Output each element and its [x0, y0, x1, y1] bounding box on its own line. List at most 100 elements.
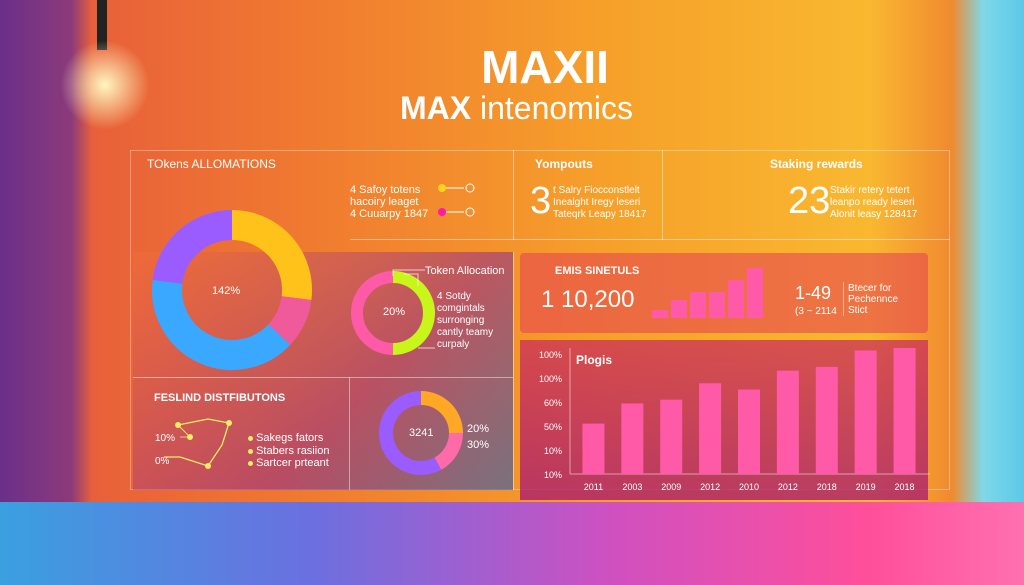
allocation-line: curpaly: [437, 339, 470, 350]
divider: [843, 282, 844, 316]
lamp: [97, 0, 107, 50]
divider: [513, 150, 514, 240]
page-title: MAXII: [481, 41, 609, 93]
plogis-bar-chart: Plogis 10% 10% 50% 60% 100% 100% 2011 2003 2009 20…: [539, 348, 930, 492]
bar: [660, 399, 683, 474]
yompouts-line: Tateqrk Leapy 18417: [553, 209, 647, 220]
distribution-legend-item: Stabers rasiion: [248, 445, 329, 458]
mini-bar: [652, 310, 668, 318]
distribution-legend-item: Sartcer prteant: [248, 457, 329, 470]
distribution-donut-center: 3241: [409, 427, 434, 439]
mini-bar: [671, 300, 687, 318]
x-tick-label: 2012: [700, 482, 720, 492]
mini-bar: [690, 292, 706, 318]
bar: [699, 383, 722, 474]
divider: [350, 239, 950, 240]
mini-bar: [709, 292, 725, 318]
allocation-line: comgintals: [437, 303, 485, 314]
distribution-donut-label: 30%: [467, 439, 490, 451]
allocation-line: cantly teamy: [437, 327, 494, 338]
mini-bar: [728, 280, 744, 318]
allocation-donut-chart: [351, 271, 435, 355]
x-tick-label: 2010: [739, 482, 759, 492]
yompouts-line: t Salry Fiocconstlelt: [553, 185, 640, 196]
emis-side: Pechennce: [848, 294, 899, 305]
bar: [582, 423, 605, 474]
x-tick-label: 2011: [584, 482, 603, 492]
allocation-line: surronging: [437, 315, 485, 326]
distribution-line-chart: [164, 418, 232, 469]
allocation-line: 4 Sotdy: [437, 291, 471, 302]
light-glow: [60, 40, 150, 130]
floor: [0, 502, 1024, 585]
y-tick-label: 50%: [544, 422, 562, 432]
y-tick-label: 60%: [544, 398, 562, 408]
x-tick-label: 2018: [895, 482, 915, 492]
page-subtitle: MAX intenomics: [400, 90, 633, 127]
distribution-donut-chart: [379, 391, 463, 475]
donut-segment: [351, 271, 394, 355]
staking-line: Alonit leasy 128417: [830, 209, 918, 220]
subtitle-rest: intenomics: [480, 90, 633, 126]
staking-line: Stakir retery tetert: [830, 185, 910, 196]
donut-segment: [420, 391, 463, 434]
bar: [621, 403, 644, 474]
y-tick-label: 100%: [539, 374, 562, 384]
staking-title: Staking rewards: [770, 157, 863, 171]
bar: [854, 350, 877, 474]
legend-dot-magenta: [438, 208, 446, 216]
emis-title: EMIS SINETULS: [555, 265, 640, 277]
x-tick-label: 2003: [622, 482, 642, 492]
tokens-legend-2: hacoiry leaget: [350, 196, 419, 208]
divider: [513, 252, 514, 490]
y-tick-label: 10%: [544, 446, 562, 456]
mini-bar: [747, 268, 763, 318]
allocation-leader-lines: [392, 269, 435, 349]
distribution-label: 0%: [155, 456, 170, 467]
staking-number: 23: [788, 180, 831, 222]
divider: [349, 377, 350, 490]
allocation-title: Token Allocation: [425, 265, 505, 277]
yompouts-title: Yompouts: [535, 157, 593, 171]
distribution-legend-item: Sakegs fators: [248, 432, 323, 445]
donut-segment: [231, 210, 312, 301]
legend-markers: [438, 183, 475, 217]
bar: [815, 366, 838, 474]
distribution-donut-label: 20%: [467, 423, 490, 435]
donut-segment: [392, 271, 435, 355]
bar: [893, 348, 916, 474]
divider: [133, 377, 513, 378]
bar: [738, 389, 760, 474]
bar: [776, 370, 799, 474]
emis-mini-bar-chart: [652, 268, 763, 318]
staking-line: leanpo ready leseri: [830, 197, 915, 208]
tokens-legend-1: 4 Safoy totens: [350, 184, 421, 196]
subtitle-bold: MAX: [400, 90, 472, 126]
emis-value: 1 10,200: [541, 286, 635, 313]
emis-stat: 1-49: [795, 283, 832, 303]
x-tick-label: 2012: [778, 482, 798, 492]
donut-segment: [379, 391, 442, 475]
chart-title: Plogis: [576, 353, 612, 367]
token-donut-chart: [152, 210, 312, 370]
tokens-title: TOkens ALLOMATIONS: [147, 157, 276, 171]
emis-side: Btecer for: [848, 283, 892, 294]
donut-segment: [268, 295, 312, 345]
y-tick-label: 100%: [539, 350, 562, 360]
distributions-title: FESLIND DISTFIBUTONS: [154, 392, 286, 404]
distribution-label: 10%: [155, 433, 176, 444]
donut-segment: [152, 279, 291, 370]
yompouts-number: 3: [530, 180, 552, 222]
emis-stat-sub: (3 ~ 2114: [795, 306, 837, 317]
emis-side: Stict: [848, 305, 868, 316]
yompouts-line: Inealght Iregy leseri: [553, 197, 641, 208]
tokens-legend-3: 4 Cuuarpy 1847: [350, 208, 429, 220]
x-tick-label: 2018: [817, 482, 837, 492]
donut-center-label: 142%: [212, 285, 241, 297]
donut-segment: [434, 432, 463, 470]
donut-segment: [152, 210, 233, 285]
x-tick-label: 2009: [661, 482, 681, 492]
divider: [662, 150, 663, 240]
legend-dot-yellow: [438, 184, 446, 192]
x-tick-label: 2019: [856, 482, 876, 492]
